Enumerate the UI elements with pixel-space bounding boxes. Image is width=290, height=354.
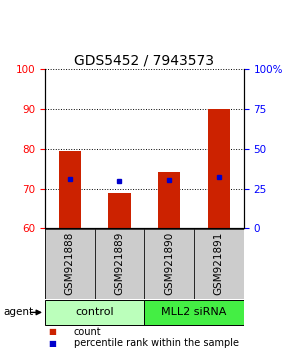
Bar	[59, 151, 81, 228]
Text: GSM921890: GSM921890	[164, 232, 174, 295]
Text: GSM921888: GSM921888	[65, 232, 75, 296]
Bar	[158, 172, 180, 228]
Bar	[108, 193, 130, 228]
Bar	[208, 109, 230, 228]
Text: control: control	[75, 307, 114, 318]
Text: GSM921889: GSM921889	[115, 232, 124, 296]
Bar	[144, 299, 244, 325]
Bar	[45, 229, 95, 299]
Bar	[45, 299, 144, 325]
Bar	[144, 229, 194, 299]
Title: GDS5452 / 7943573: GDS5452 / 7943573	[74, 54, 214, 68]
Text: count: count	[74, 327, 102, 337]
Text: GSM921891: GSM921891	[214, 232, 224, 296]
Text: ■: ■	[48, 338, 56, 348]
Bar	[95, 229, 144, 299]
Text: percentile rank within the sample: percentile rank within the sample	[74, 338, 239, 348]
Text: agent: agent	[3, 307, 33, 318]
Text: MLL2 siRNA: MLL2 siRNA	[161, 307, 226, 318]
Bar	[194, 229, 244, 299]
Text: ■: ■	[48, 327, 56, 336]
